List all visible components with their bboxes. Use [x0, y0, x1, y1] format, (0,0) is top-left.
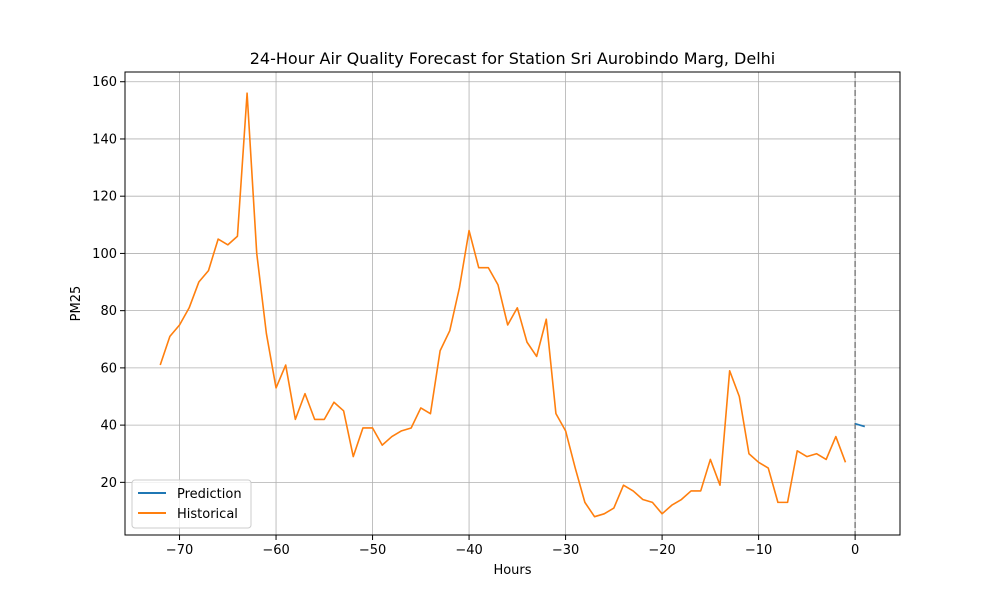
- legend: Prediction Historical: [131, 479, 252, 529]
- y-axis-ticks: 20 40 60 80 100 120 140 160: [92, 75, 125, 491]
- x-axis-ticks: −70 −60 −50 −40 −30 −20 −10 0: [166, 535, 859, 558]
- series-lines: [159, 92, 865, 518]
- legend-label-prediction: Prediction: [177, 487, 242, 502]
- x-tick-label: −10: [745, 543, 772, 558]
- x-tick-label: −70: [166, 543, 193, 558]
- y-tick-label: 20: [100, 476, 117, 491]
- y-tick-label: 160: [92, 75, 117, 90]
- y-tick-label: 80: [100, 304, 117, 319]
- x-tick-label: −50: [359, 543, 386, 558]
- y-tick-label: 40: [100, 419, 117, 434]
- x-tick-label: 0: [851, 543, 859, 558]
- plot-frame: [124, 71, 901, 536]
- series-line-historical: [159, 92, 847, 518]
- y-tick-label: 100: [92, 247, 117, 262]
- x-tick-label: −20: [648, 543, 675, 558]
- y-tick-label: 120: [92, 190, 117, 205]
- x-axis-label: Hours: [493, 563, 531, 578]
- x-tick-label: −30: [552, 543, 579, 558]
- x-tick-label: −40: [455, 543, 482, 558]
- series-line-prediction: [854, 422, 865, 428]
- chart-title: 24-Hour Air Quality Forecast for Station…: [250, 49, 775, 68]
- x-tick-label: −60: [262, 543, 289, 558]
- legend-label-historical: Historical: [177, 507, 238, 522]
- y-axis-label: PM25: [69, 286, 84, 322]
- grid-lines: [125, 72, 900, 535]
- y-tick-label: 140: [92, 132, 117, 147]
- y-tick-label: 60: [100, 361, 117, 376]
